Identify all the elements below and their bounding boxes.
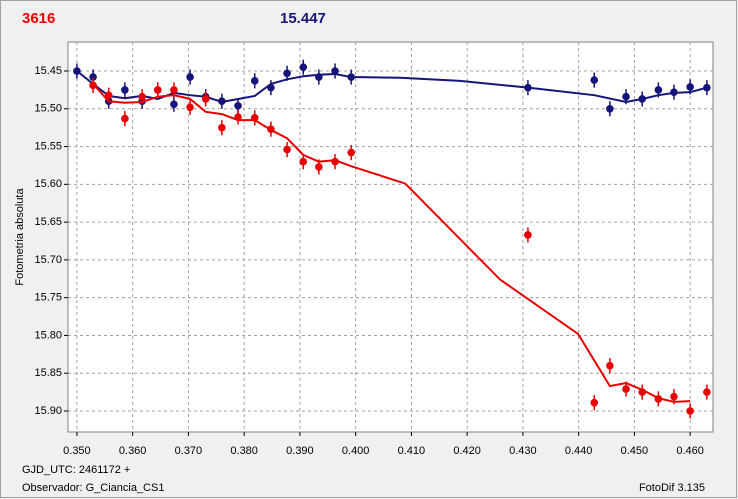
x-tick-label: 0.440	[565, 445, 593, 457]
data-point	[170, 86, 178, 94]
data-point	[170, 100, 178, 109]
x-tick-label: 0.420	[453, 445, 481, 457]
data-point	[121, 86, 129, 94]
data-point	[153, 86, 162, 94]
data-point	[283, 69, 291, 78]
data-point	[524, 83, 532, 92]
data-point	[201, 95, 210, 103]
data-point	[638, 95, 647, 103]
data-point	[234, 101, 242, 110]
x-tick-label: 0.380	[230, 445, 258, 457]
y-tick-label: 15.90	[34, 405, 62, 417]
data-point	[186, 103, 194, 112]
data-point	[703, 83, 711, 92]
fit-line	[76, 70, 708, 104]
data-point	[267, 125, 275, 133]
data-point	[654, 395, 663, 403]
x-tick-label: 0.360	[119, 445, 147, 457]
x-tick-label: 0.430	[509, 445, 537, 457]
data-point	[590, 76, 599, 84]
y-tick-label: 15.45	[34, 65, 62, 77]
data-point	[250, 77, 259, 85]
data-point	[703, 388, 711, 396]
y-tick-label: 15.70	[34, 254, 62, 266]
data-point	[524, 231, 532, 239]
x-tick-label: 0.400	[342, 445, 370, 457]
data-point	[138, 92, 146, 101]
data-point	[606, 104, 614, 113]
data-point	[686, 83, 694, 91]
data-point	[250, 114, 259, 122]
x-tick-label: 0.390	[286, 445, 314, 457]
data-point	[315, 73, 323, 81]
y-tick-label: 15.80	[34, 329, 62, 341]
label-left: 3616	[22, 10, 55, 27]
data-point	[590, 398, 599, 407]
data-point	[622, 385, 630, 393]
data-point	[218, 123, 226, 132]
data-point	[234, 113, 242, 121]
y-tick-label: 15.65	[34, 216, 62, 228]
data-point	[670, 88, 678, 96]
y-tick-label: 15.60	[34, 178, 62, 190]
data-point	[283, 145, 291, 154]
data-point	[638, 388, 647, 396]
data-point	[670, 392, 678, 401]
data-point	[606, 361, 614, 370]
data-point	[299, 63, 308, 72]
data-point	[89, 81, 97, 90]
x-tick-label: 0.450	[621, 445, 649, 457]
data-point	[347, 148, 355, 157]
y-tick-label: 15.50	[34, 103, 62, 115]
data-point	[89, 73, 97, 81]
data-point	[622, 92, 630, 101]
data-point	[218, 97, 226, 106]
y-tick-label: 15.75	[34, 292, 62, 304]
x-tick-label: 0.350	[63, 445, 91, 457]
software: FotoDif 3.135	[639, 482, 705, 494]
y-tick-label: 15.85	[34, 367, 62, 379]
x-tick-label: 0.460	[676, 445, 704, 457]
data-point	[186, 73, 194, 81]
x-tick-label: 0.410	[398, 445, 426, 457]
data-point	[654, 86, 663, 94]
data-point	[73, 67, 81, 75]
data-point	[315, 163, 323, 171]
data-point	[347, 73, 355, 81]
data-point	[121, 114, 129, 123]
data-point	[299, 157, 308, 166]
fit-line	[92, 83, 691, 403]
data-point	[104, 91, 113, 99]
y-axis-label: Fotometria absoluta	[14, 188, 26, 286]
data-point	[267, 83, 275, 92]
data-point	[686, 407, 694, 415]
label-right: 15.447	[280, 10, 326, 27]
x-tick-label: 0.370	[175, 445, 203, 457]
y-tick-label: 15.55	[34, 140, 62, 152]
data-point	[331, 67, 339, 75]
data-point	[331, 157, 339, 166]
x-axis-label: GJD_UTC: 2461172 +	[22, 464, 130, 476]
observer: Observador: G_Ciancia_CS1	[22, 482, 164, 494]
